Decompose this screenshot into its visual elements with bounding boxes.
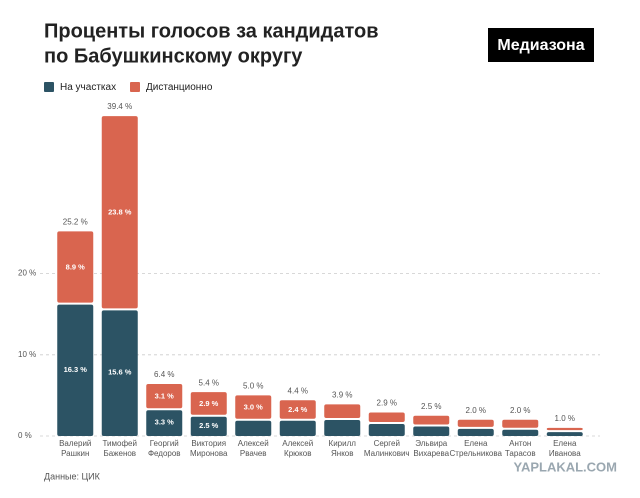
x-tick-label: Янков: [331, 449, 353, 458]
watermark: YAPLAKAL.COM: [513, 459, 617, 474]
bar-segment: [457, 428, 494, 436]
total-label: 5.0 %: [243, 382, 263, 391]
x-tick-label: Эльвира: [415, 439, 447, 448]
bar-segment: [413, 415, 450, 425]
x-tick-label: Баженов: [103, 449, 136, 458]
x-tick-label: Федоров: [148, 449, 181, 458]
bar-segment: [101, 310, 138, 436]
bar-segment: [57, 304, 94, 436]
brand-box: [488, 28, 594, 62]
bar-segment: [546, 432, 583, 436]
x-tick-label: Виктория: [191, 439, 226, 448]
total-label: 2.0 %: [466, 406, 486, 415]
value-label: 2.5 %: [199, 421, 219, 430]
x-tick-label: Алексей: [282, 439, 313, 448]
chart-title: Проценты голосов за кандидатов: [44, 20, 379, 42]
x-tick-label: Крюков: [284, 449, 311, 458]
x-tick-label: Елена: [553, 439, 577, 448]
value-label: 2.4 %: [288, 405, 308, 414]
legend-swatch: [130, 82, 140, 92]
bar-segment: [368, 412, 405, 423]
legend-label: Дистанционно: [146, 82, 213, 93]
value-label: 16.3 %: [64, 365, 88, 374]
x-tick-label: Кирилл: [329, 439, 357, 448]
total-label: 2.5 %: [421, 402, 441, 411]
x-tick-label: Рашкин: [61, 449, 89, 458]
source: Данные: ЦИК: [44, 471, 101, 481]
bar-segment: [279, 400, 316, 419]
x-tick-label: Иванова: [549, 449, 581, 458]
x-tick-label: Рвачев: [240, 449, 267, 458]
x-tick-label: Валерий: [59, 439, 91, 448]
value-label: 3.0 %: [244, 403, 264, 412]
total-label: 39.4 %: [107, 102, 132, 111]
bar-segment: [146, 384, 183, 409]
x-tick-label: Вихарева: [413, 449, 449, 458]
bar-segment: [502, 429, 539, 436]
bar-segment: [324, 419, 361, 436]
total-label: 1.0 %: [555, 414, 575, 423]
bar-segment: [190, 416, 227, 436]
x-tick-label: Тарасов: [505, 449, 536, 458]
value-label: 8.9 %: [66, 263, 86, 272]
chart-title: по Бабушкинскому округу: [44, 45, 303, 67]
y-tick-label: 10 %: [18, 350, 36, 359]
bar-segment: [235, 420, 272, 436]
total-label: 5.4 %: [199, 378, 219, 387]
brand: Медиазона: [497, 37, 584, 54]
legend-swatch: [44, 82, 54, 92]
value-label: 2.9 %: [199, 399, 219, 408]
x-tick-label: Миронова: [190, 449, 228, 458]
bar-segment: [368, 424, 405, 436]
bar-segment: [146, 410, 183, 436]
x-tick-label: Тимофей: [103, 439, 137, 448]
bar-segment: [190, 392, 227, 415]
bar-segment: [546, 427, 583, 431]
x-tick-label: Стрельникова: [450, 449, 503, 458]
bar-segment: [101, 116, 138, 309]
value-label: 3.1 %: [155, 392, 175, 401]
x-tick-label: Малинкович: [364, 449, 410, 458]
y-tick-label: 20 %: [18, 269, 36, 278]
x-tick-label: Антон: [509, 439, 531, 448]
legend-label: На участках: [60, 82, 116, 93]
total-label: 2.9 %: [377, 399, 397, 408]
total-label: 25.2 %: [63, 218, 88, 227]
value-label: 15.6 %: [108, 368, 132, 377]
value-label: 23.8 %: [108, 208, 132, 217]
total-label: 6.4 %: [154, 370, 174, 379]
y-tick-label: 0 %: [18, 431, 32, 440]
bar-segment: [457, 419, 494, 427]
bar-segment: [502, 419, 539, 428]
bar-segment: [279, 420, 316, 436]
x-tick-label: Елена: [464, 439, 488, 448]
x-tick-label: Сергей: [374, 439, 400, 448]
bar-segment: [413, 426, 450, 436]
bar-segment: [57, 231, 94, 303]
total-label: 4.4 %: [288, 386, 308, 395]
bar-segment: [324, 404, 361, 418]
total-label: 3.9 %: [332, 390, 352, 399]
total-label: 2.0 %: [510, 406, 530, 415]
x-tick-label: Георгий: [150, 439, 179, 448]
x-tick-label: Алексей: [238, 439, 269, 448]
value-label: 3.3 %: [155, 418, 175, 427]
bar-segment: [235, 395, 272, 419]
